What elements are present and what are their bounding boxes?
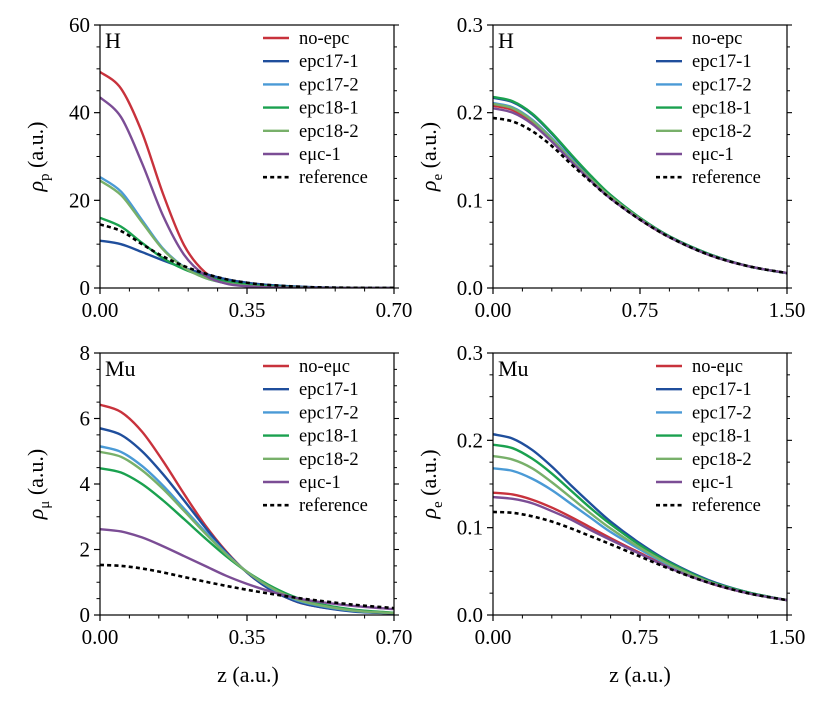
legend-label-epc18-2: epc18-2 bbox=[299, 450, 359, 470]
panel-3: 0 2 4 6 8 0.00 0.35 0.70 ρμ (a.u.) Mu no-eμc epc17-… bbox=[23, 341, 412, 649]
y-tick-label: 2 bbox=[80, 538, 91, 562]
y-tick-label: 0.0 bbox=[457, 276, 483, 300]
legend: no-eμc epc17-1 epc17-2 epc18-1 epc18-2 eμc-1 r… bbox=[656, 357, 761, 516]
panel-2: 0.0 0.1 0.2 0.3 0.00 0.75 1.50 ρe (a.u.) H no-epc… bbox=[416, 13, 805, 322]
legend-label-emuc-1: eμc-1 bbox=[299, 473, 341, 493]
legend: no-eμc epc17-1 epc17-2 epc18-1 epc18-2 eμc-1 r… bbox=[263, 357, 368, 516]
y-axis-label: ρμ (a.u.) bbox=[23, 449, 53, 521]
x-axis-label-left: z (a.u.) bbox=[217, 662, 279, 687]
y-tick-label: 0.0 bbox=[457, 603, 483, 627]
x-tick-label: 0.70 bbox=[376, 298, 413, 322]
series-line-emuc-1 bbox=[100, 527, 394, 611]
legend-label-reference: reference bbox=[692, 496, 761, 516]
y-axis-label-subscript: p bbox=[37, 173, 53, 181]
legend-label-epc17-1: epc17-1 bbox=[299, 380, 359, 400]
series-line-epc18-1 bbox=[100, 467, 394, 614]
y-axis-label-symbol: ρ bbox=[416, 508, 441, 520]
panel-label: Mu bbox=[498, 356, 529, 381]
y-tick-label: 60 bbox=[69, 13, 90, 37]
legend-label-epc17-1: epc17-1 bbox=[692, 380, 752, 400]
y-axis-label-subscript: e bbox=[430, 174, 446, 181]
legend-label-epc18-2: epc18-2 bbox=[299, 122, 359, 142]
y-tick-label: 6 bbox=[80, 407, 91, 431]
x-axis-label-right: z (a.u.) bbox=[609, 662, 671, 687]
legend-label-reference: reference bbox=[692, 168, 761, 188]
panel-4: 0.0 0.1 0.2 0.3 0.00 0.75 1.50 ρe (a.u.) Mu no-eμ… bbox=[416, 341, 805, 649]
legend-label-epc18-1: epc18-1 bbox=[299, 427, 359, 447]
legend-label-epc17-1: epc17-1 bbox=[299, 52, 359, 72]
x-tick-label: 1.50 bbox=[769, 625, 806, 649]
x-tick-label: 0.00 bbox=[82, 625, 119, 649]
y-tick-label: 0.3 bbox=[457, 13, 483, 37]
y-tick-label: 0.1 bbox=[457, 188, 483, 212]
y-axis-label: ρe (a.u.) bbox=[416, 122, 446, 192]
y-axis-label-symbol: ρ bbox=[23, 181, 48, 193]
legend-label-no-epc: no-epc bbox=[692, 29, 742, 49]
x-tick-label: 0.00 bbox=[82, 298, 119, 322]
legend-label-epc18-1: epc18-1 bbox=[299, 99, 359, 119]
legend-label-no-epc: no-eμc bbox=[299, 357, 350, 377]
y-tick-label: 0.1 bbox=[457, 516, 483, 540]
x-tick-label: 0.75 bbox=[622, 298, 659, 322]
x-tick-label: 0.00 bbox=[475, 298, 512, 322]
legend-label-epc18-1: epc18-1 bbox=[692, 427, 752, 447]
legend-label-epc17-2: epc17-2 bbox=[299, 75, 359, 95]
y-tick-label: 20 bbox=[69, 188, 90, 212]
y-axis-label-subscript: μ bbox=[37, 501, 53, 509]
y-tick-label: 0 bbox=[80, 603, 91, 627]
panel-1: 0 20 40 60 0.00 0.35 0.70 ρp (a.u.) H no-epc epc17… bbox=[23, 13, 412, 322]
x-tick-label: 0.70 bbox=[376, 625, 413, 649]
y-tick-label: 40 bbox=[69, 101, 90, 125]
panel-label: H bbox=[498, 28, 514, 53]
legend: no-epc epc17-1 epc17-2 epc18-1 epc18-2 eμc-1 r… bbox=[656, 29, 761, 188]
legend-label-epc17-2: epc17-2 bbox=[692, 403, 752, 423]
legend-label-emuc-1: eμc-1 bbox=[692, 145, 734, 165]
y-tick-label: 0.3 bbox=[457, 341, 483, 365]
series-line-reference bbox=[100, 223, 394, 288]
legend-label-epc17-2: epc17-2 bbox=[299, 403, 359, 423]
panel-label: Mu bbox=[105, 356, 136, 381]
y-tick-label: 0.2 bbox=[457, 101, 483, 125]
y-axis-label-unit: (a.u.) bbox=[23, 122, 48, 174]
legend-label-epc18-2: epc18-2 bbox=[692, 450, 752, 470]
legend-label-emuc-1: eμc-1 bbox=[299, 145, 341, 165]
legend-label-epc18-2: epc18-2 bbox=[692, 122, 752, 142]
y-tick-label: 4 bbox=[80, 472, 91, 496]
x-tick-label: 0.00 bbox=[475, 625, 512, 649]
legend-label-reference: reference bbox=[299, 168, 368, 188]
y-tick-label: 0.2 bbox=[457, 428, 483, 452]
y-axis-label-subscript: e bbox=[430, 501, 446, 508]
series-line-reference bbox=[493, 116, 787, 275]
y-axis-label: ρe (a.u.) bbox=[416, 449, 446, 519]
legend-label-epc17-1: epc17-1 bbox=[692, 52, 752, 72]
y-axis-label-symbol: ρ bbox=[23, 509, 48, 521]
series-line-reference bbox=[493, 510, 787, 602]
legend-label-emuc-1: eμc-1 bbox=[692, 473, 734, 493]
legend-label-no-epc: no-epc bbox=[299, 29, 349, 49]
x-tick-label: 0.35 bbox=[229, 298, 266, 322]
y-tick-label: 0 bbox=[80, 276, 91, 300]
y-axis-label-unit: (a.u.) bbox=[416, 449, 441, 501]
y-axis-label-unit: (a.u.) bbox=[416, 122, 441, 174]
x-tick-label: 0.35 bbox=[229, 625, 266, 649]
series-line-epc18-2 bbox=[100, 450, 394, 615]
legend: no-epc epc17-1 epc17-2 epc18-1 epc18-2 eμc-1 r… bbox=[263, 29, 368, 188]
y-axis-label: ρp (a.u.) bbox=[23, 122, 53, 193]
y-tick-label: 8 bbox=[80, 341, 91, 365]
legend-label-no-epc: no-eμc bbox=[692, 357, 743, 377]
legend-label-reference: reference bbox=[299, 496, 368, 516]
legend-label-epc18-1: epc18-1 bbox=[692, 99, 752, 119]
x-tick-label: 1.50 bbox=[769, 298, 806, 322]
panel-label: H bbox=[105, 28, 121, 53]
x-tick-label: 0.75 bbox=[622, 625, 659, 649]
y-axis-label-symbol: ρ bbox=[416, 181, 441, 193]
legend-label-epc17-2: epc17-2 bbox=[692, 75, 752, 95]
y-axis-label-unit: (a.u.) bbox=[23, 449, 48, 501]
